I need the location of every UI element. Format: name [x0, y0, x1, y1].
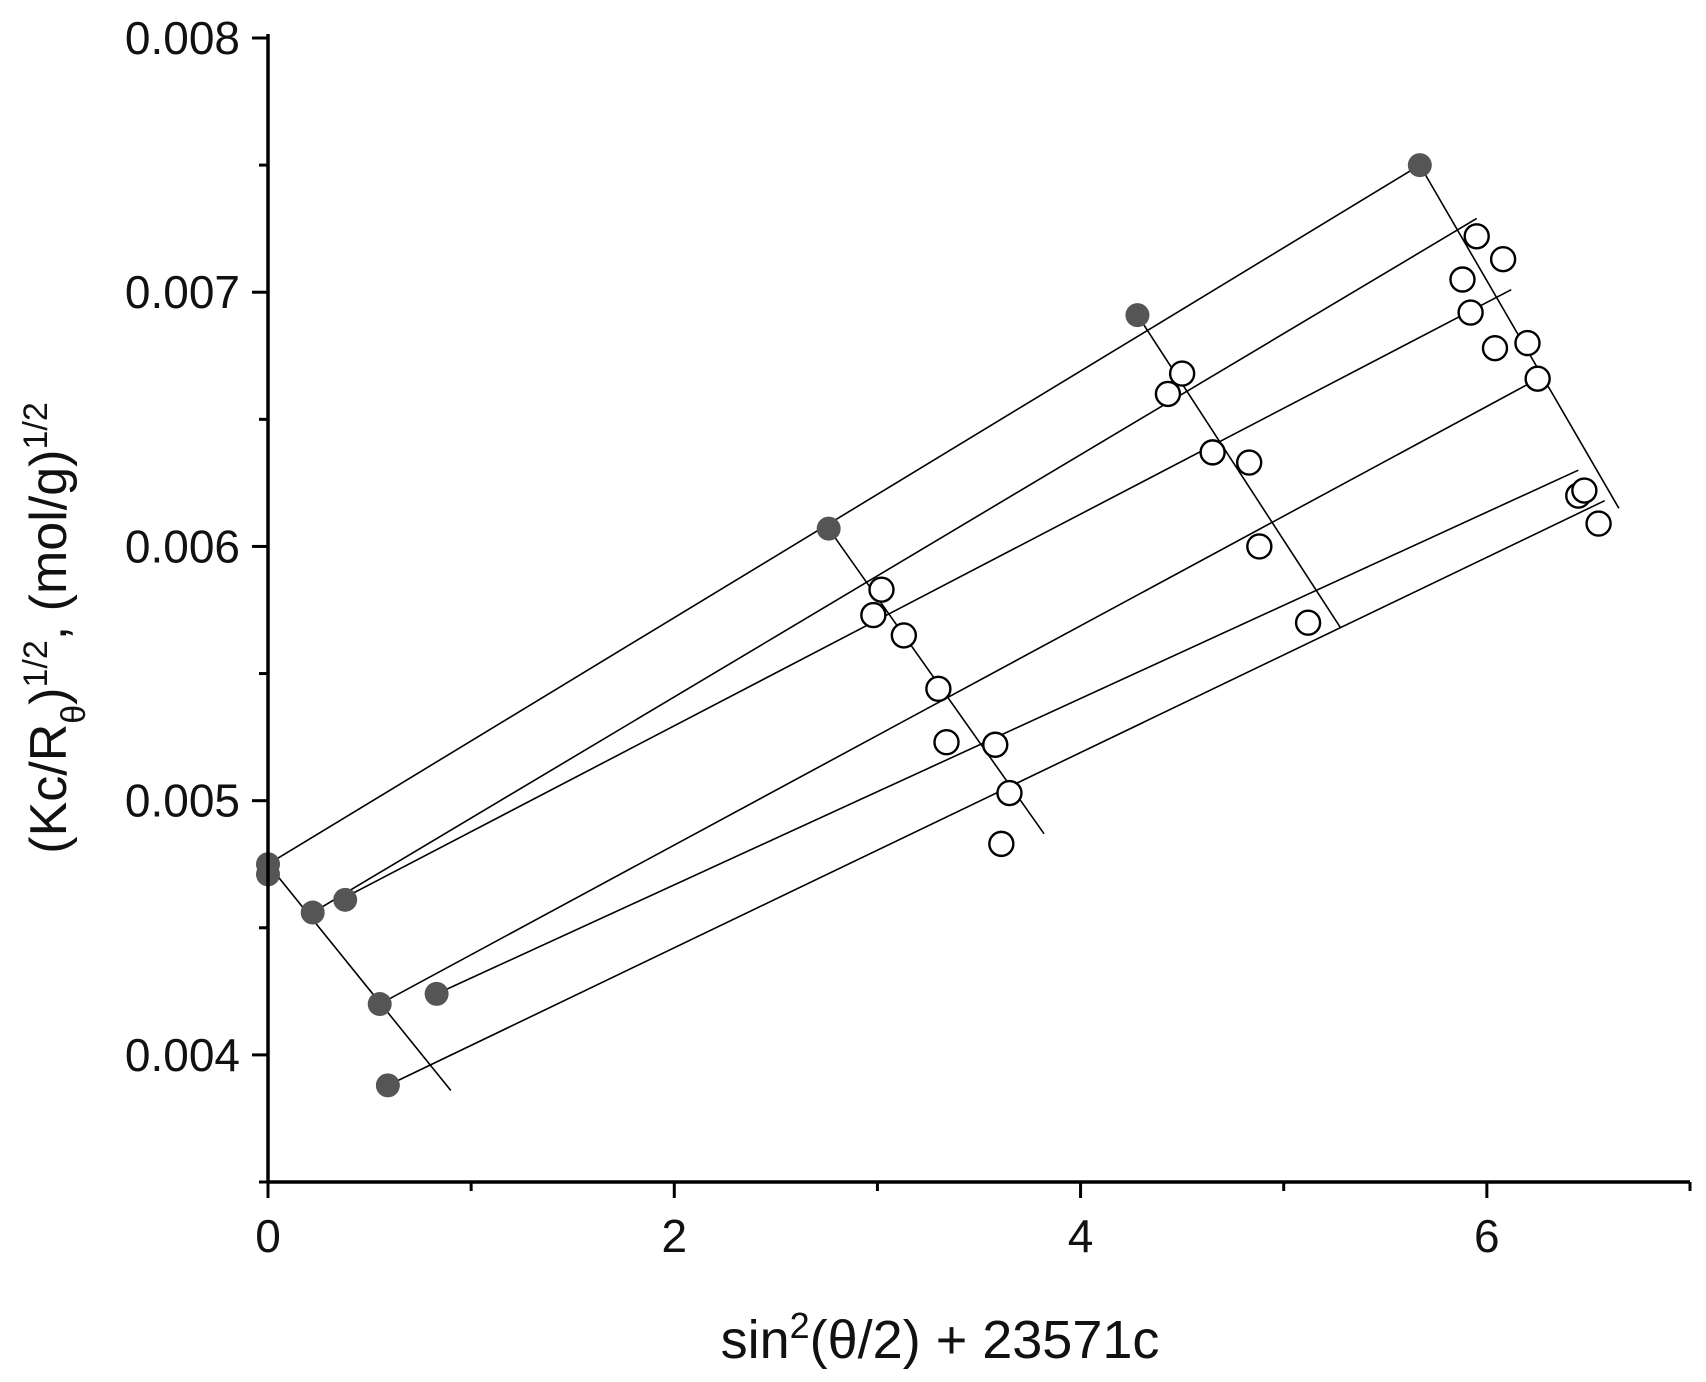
open-point-7	[988, 830, 1015, 858]
open-point-18	[1481, 334, 1509, 362]
fit-line-2	[344, 288, 1512, 898]
data-markers	[256, 153, 1612, 1098]
filled-point-4	[367, 992, 392, 1017]
open-point-6	[996, 779, 1023, 807]
filled-point-3	[333, 887, 358, 912]
x-tick-label-1: 2	[661, 1210, 687, 1262]
x-tick-label-0: 0	[255, 1210, 281, 1262]
filled-point-7	[816, 516, 841, 541]
fit-line-5	[387, 499, 1606, 1087]
open-point-8	[1154, 380, 1182, 408]
fit-lines	[267, 164, 1620, 1091]
open-point-15	[1463, 223, 1490, 250]
open-point-14	[1449, 266, 1476, 293]
y-axis-title-sub: θ	[55, 705, 93, 724]
open-point-23	[1585, 510, 1612, 537]
x-axis-title-rest: (θ/2) + 23571c	[810, 1310, 1160, 1370]
axes: 0 2 4 6 0.004 0.005 0.006 0.007 0.008	[125, 12, 1692, 1262]
filled-point-9	[1407, 153, 1432, 178]
open-point-10	[1199, 439, 1226, 466]
open-point-20	[1524, 365, 1551, 392]
fit-line-8	[1136, 314, 1342, 629]
fit-line-0	[267, 164, 1421, 865]
open-point-19	[1514, 329, 1541, 357]
open-point-9	[1168, 360, 1196, 387]
open-point-11	[1235, 449, 1263, 476]
x-axis-title-main: sin	[721, 1310, 790, 1370]
x-axis-title-sup: 2	[790, 1305, 810, 1346]
filled-point-2	[300, 900, 325, 925]
y-axis-title-sup1: 1/2	[17, 640, 55, 687]
fit-line-1	[312, 217, 1478, 914]
y-tick-label-0: 0.004	[125, 1029, 240, 1081]
open-point-16	[1457, 299, 1484, 326]
open-point-3	[925, 675, 952, 703]
y-axis-title: (Kc/Rθ)1/2, (mol/g)1/2	[17, 402, 93, 853]
y-axis-title-p1: (Kc/R	[20, 724, 78, 854]
x-axis-title: sin2(θ/2) + 23571c	[721, 1305, 1160, 1371]
y-axis-title-sup2: 1/2	[17, 402, 55, 449]
fit-line-6	[267, 863, 452, 1091]
x-tick-label-3: 6	[1474, 1210, 1500, 1262]
fit-line-3	[379, 380, 1534, 1005]
open-point-22	[1571, 477, 1598, 504]
filled-point-8	[1125, 303, 1150, 328]
y-tick-label-4: 0.008	[125, 12, 240, 64]
filled-point-6	[375, 1073, 400, 1098]
y-tick-label-2: 0.006	[125, 520, 240, 572]
y-tick-label-3: 0.007	[125, 266, 240, 318]
y-tick-label-1: 0.005	[125, 775, 240, 827]
filled-point-5	[424, 981, 449, 1006]
y-axis-title-p3: , (mol/g)	[20, 450, 78, 641]
open-point-4	[933, 728, 960, 756]
open-point-1	[868, 576, 895, 603]
open-point-12	[1246, 533, 1273, 560]
y-axis-title-p2: )	[20, 687, 78, 704]
open-point-17	[1489, 245, 1517, 273]
open-point-2	[890, 622, 918, 649]
open-point-0	[860, 601, 887, 629]
fit-line-4	[436, 469, 1579, 995]
open-point-5	[982, 731, 1009, 758]
open-point-13	[1294, 609, 1322, 636]
x-tick-label-2: 4	[1068, 1210, 1094, 1262]
